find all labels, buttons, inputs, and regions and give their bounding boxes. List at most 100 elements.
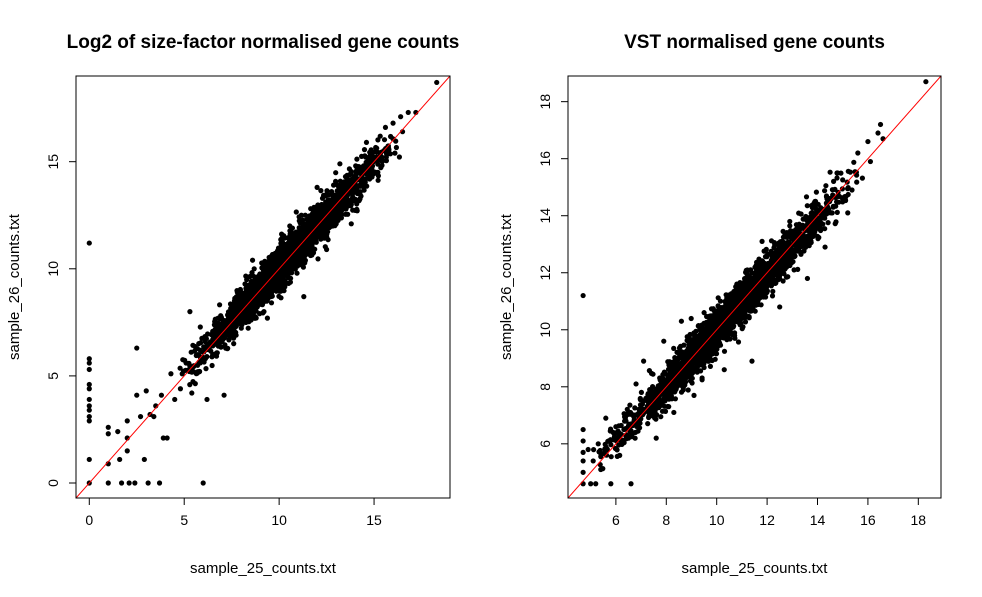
data-point xyxy=(320,229,326,236)
data-point xyxy=(118,480,125,486)
data-point xyxy=(233,329,239,336)
data-point xyxy=(638,389,645,395)
data-point xyxy=(699,325,705,331)
data-point xyxy=(713,351,719,357)
data-point xyxy=(363,139,370,146)
data-point xyxy=(793,247,799,253)
data-point xyxy=(257,311,263,317)
data-point xyxy=(311,222,317,228)
data-point xyxy=(337,161,343,167)
data-point xyxy=(705,357,711,363)
data-point xyxy=(304,216,310,222)
data-point xyxy=(709,357,715,364)
data-point xyxy=(151,413,157,420)
data-point xyxy=(289,225,296,231)
data-point xyxy=(671,345,677,351)
data-point xyxy=(314,184,320,190)
data-point xyxy=(349,189,355,195)
data-point xyxy=(158,392,165,398)
data-point xyxy=(180,368,187,374)
data-point xyxy=(196,341,202,347)
data-point xyxy=(356,189,362,195)
data-point xyxy=(598,454,604,460)
data-point xyxy=(354,156,360,162)
data-point xyxy=(227,311,234,317)
data-point xyxy=(224,317,230,323)
data-point xyxy=(333,170,339,176)
data-point xyxy=(746,314,752,320)
data-point xyxy=(217,316,223,322)
data-point xyxy=(264,315,270,321)
data-point xyxy=(361,177,367,183)
x-tick-label: 15 xyxy=(366,512,382,528)
data-point xyxy=(835,193,841,199)
data-point xyxy=(645,421,651,427)
plot-frame xyxy=(75,75,451,499)
data-point xyxy=(224,346,230,352)
data-point xyxy=(300,236,307,242)
data-point xyxy=(253,304,259,310)
data-point xyxy=(687,378,694,384)
data-point xyxy=(323,192,329,198)
data-point xyxy=(86,418,92,424)
data-point xyxy=(836,199,842,205)
data-point xyxy=(375,177,381,183)
data-point xyxy=(375,169,381,175)
data-point xyxy=(711,308,717,314)
data-point xyxy=(250,284,257,290)
data-point xyxy=(249,290,255,296)
identity-line xyxy=(76,76,450,498)
data-point xyxy=(806,243,812,249)
data-point xyxy=(608,442,614,448)
data-point xyxy=(145,480,151,486)
data-point xyxy=(292,234,298,240)
data-point xyxy=(86,386,92,392)
data-point xyxy=(325,209,331,215)
data-point xyxy=(804,233,810,239)
data-point xyxy=(319,212,325,218)
data-point xyxy=(257,272,263,278)
data-point xyxy=(298,261,304,267)
data-point xyxy=(271,273,277,279)
x-axis-label: sample_25_counts.txt xyxy=(190,560,337,577)
data-point xyxy=(608,454,614,460)
data-point xyxy=(86,240,92,246)
data-point xyxy=(360,183,366,190)
data-point xyxy=(635,428,641,434)
data-point xyxy=(591,447,597,453)
data-point xyxy=(190,369,197,375)
data-point xyxy=(717,305,724,311)
x-tick-label: 10 xyxy=(271,512,287,528)
data-point xyxy=(86,413,92,420)
data-point xyxy=(105,424,111,430)
data-point xyxy=(192,381,198,387)
data-point xyxy=(405,109,411,116)
data-point xyxy=(160,435,166,441)
data-point xyxy=(701,364,707,371)
data-point xyxy=(105,480,111,486)
data-point xyxy=(86,403,92,409)
data-point xyxy=(666,404,672,410)
data-point xyxy=(791,267,797,273)
data-point xyxy=(247,273,253,280)
data-point xyxy=(679,350,685,356)
data-point xyxy=(312,246,318,252)
data-point xyxy=(630,412,636,418)
data-point xyxy=(286,280,292,286)
data-point xyxy=(316,230,322,236)
data-point xyxy=(295,252,301,258)
data-point xyxy=(834,175,840,181)
data-point xyxy=(324,188,330,194)
data-point xyxy=(732,330,738,336)
data-point xyxy=(845,168,851,174)
data-point xyxy=(259,298,265,304)
chart-title: Log2 of size-factor normalised gene coun… xyxy=(67,32,460,53)
data-point xyxy=(86,381,92,388)
data-point xyxy=(268,300,275,306)
data-point xyxy=(221,392,227,398)
data-point xyxy=(348,171,354,177)
data-point xyxy=(212,316,218,322)
data-point xyxy=(662,398,668,404)
data-point xyxy=(353,163,359,169)
data-point xyxy=(305,242,311,248)
